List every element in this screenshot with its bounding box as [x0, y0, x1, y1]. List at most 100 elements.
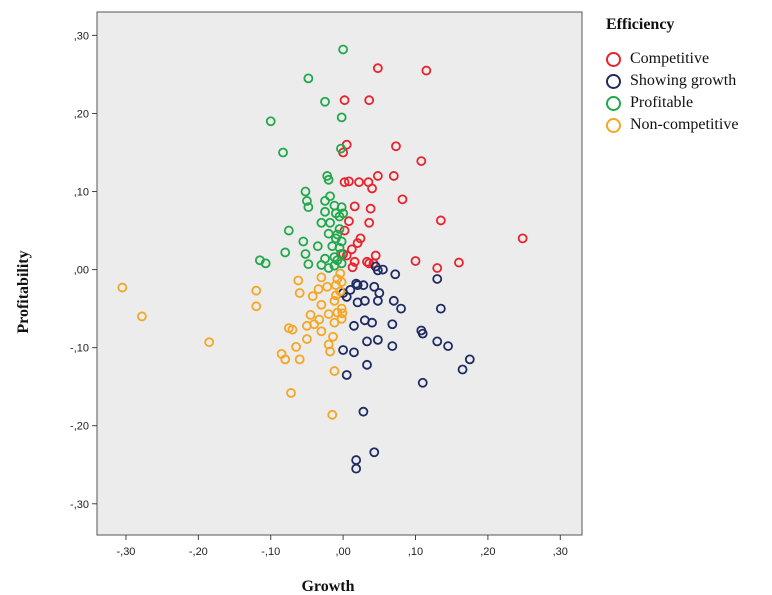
point-profitable — [320, 96, 330, 107]
legend: Efficiency Competitive Showing growth Prof… — [606, 16, 772, 136]
point-non-competitive — [335, 286, 346, 297]
point-non-competitive — [302, 334, 312, 344]
point-non-competitive — [286, 388, 296, 398]
legend-label: Showing growth — [630, 72, 737, 89]
point-non-competitive — [251, 285, 262, 296]
point-showing-growth — [341, 292, 352, 302]
point-competitive — [432, 263, 443, 273]
point-profitable — [325, 217, 335, 228]
point-showing-growth — [464, 354, 475, 365]
point-competitive — [344, 216, 354, 227]
plot-area — [96, 11, 583, 536]
point-non-competitive — [251, 301, 262, 312]
y-axis-title: Profitability — [15, 250, 32, 333]
legend-title: Efficiency — [606, 16, 675, 33]
point-competitive — [362, 256, 372, 267]
point-showing-growth — [387, 319, 398, 330]
point-showing-growth — [351, 463, 362, 474]
point-profitable — [336, 236, 347, 247]
point-non-competitive — [313, 284, 324, 295]
y-tick-label: -,20 — [70, 421, 89, 433]
point-competitive — [454, 257, 464, 268]
point-showing-growth — [372, 295, 383, 306]
point-profitable — [336, 202, 347, 213]
point-competitive — [347, 262, 358, 273]
point-non-competitive — [329, 317, 340, 328]
point-profitable — [320, 206, 330, 217]
point-showing-growth — [435, 303, 446, 314]
point-showing-growth — [396, 303, 406, 314]
point-non-competitive — [305, 309, 316, 320]
point-competitive — [349, 201, 360, 212]
point-competitive — [354, 177, 364, 188]
point-non-competitive — [316, 326, 327, 337]
point-showing-growth — [432, 336, 443, 347]
point-profitable — [312, 241, 323, 252]
point-competitive — [435, 215, 446, 226]
point-non-competitive — [294, 288, 305, 298]
point-profitable — [300, 249, 311, 259]
x-axis: -,30 -,20 -,10 ,00 ,10 ,20 ,30 — [116, 535, 568, 558]
point-competitive — [344, 176, 354, 187]
point-showing-growth — [358, 280, 369, 291]
point-profitable — [336, 143, 346, 154]
point-showing-growth — [352, 297, 363, 308]
point-non-competitive — [136, 311, 147, 322]
point-non-competitive — [323, 309, 334, 319]
point-competitive — [364, 95, 375, 106]
point-competitive — [388, 171, 399, 181]
point-profitable — [336, 258, 347, 269]
point-showing-growth — [388, 295, 399, 306]
y-tick-label: ,30 — [74, 30, 89, 42]
point-non-competitive — [337, 308, 348, 319]
point-showing-growth — [352, 280, 363, 291]
point-non-competitive — [328, 331, 338, 342]
legend-items: Competitive Showing growth Profitable Non-c… — [606, 48, 772, 136]
point-profitable — [323, 174, 334, 185]
point-profitable — [302, 196, 312, 206]
y-tick-label: ,00 — [74, 265, 89, 277]
point-non-competitive — [287, 324, 298, 335]
point-non-competitive — [294, 354, 305, 365]
point-showing-growth — [417, 328, 428, 339]
y-tick-label: -,30 — [70, 499, 89, 511]
point-competitive — [372, 63, 383, 74]
legend-item-non-competitive: Non-competitive — [606, 114, 772, 136]
point-profitable — [320, 196, 330, 206]
point-showing-growth — [349, 320, 359, 331]
point-profitable — [303, 73, 314, 84]
legend-item-showing-growth: Showing growth — [606, 70, 772, 92]
legend-swatch — [606, 95, 621, 111]
x-axis-title: Growth — [301, 578, 354, 595]
point-profitable — [278, 147, 288, 158]
x-tick-label: ,30 — [553, 546, 568, 558]
legend-swatch — [606, 117, 621, 133]
x-tick-label: -,10 — [261, 546, 280, 558]
point-showing-growth — [443, 341, 453, 351]
point-competitive — [346, 244, 357, 255]
point-non-competitive — [309, 319, 320, 330]
y-tick-label: ,20 — [74, 108, 89, 120]
point-competitive — [364, 217, 375, 228]
y-axis: ,30 ,20 ,10 ,00 -,10 -,20 -,30 — [70, 30, 97, 511]
point-competitive — [517, 233, 528, 244]
point-non-competitive — [204, 337, 215, 348]
point-profitable — [283, 225, 294, 236]
point-non-competitive — [316, 272, 327, 283]
legend-swatch — [606, 73, 621, 89]
point-profitable — [334, 242, 345, 253]
point-profitable — [300, 186, 311, 197]
y-tick-label: -,10 — [70, 343, 89, 355]
point-non-competitive — [316, 299, 327, 310]
point-showing-growth — [358, 406, 369, 417]
point-non-competitive — [117, 282, 128, 293]
point-showing-growth — [387, 341, 398, 351]
point-competitive — [367, 183, 377, 194]
point-non-competitive — [329, 295, 340, 306]
legend-item-profitable: Profitable — [606, 92, 772, 114]
point-non-competitive — [280, 354, 291, 365]
x-tick-label: -,30 — [116, 546, 135, 558]
x-tick-label: -,20 — [189, 546, 208, 558]
point-profitable — [303, 202, 314, 213]
